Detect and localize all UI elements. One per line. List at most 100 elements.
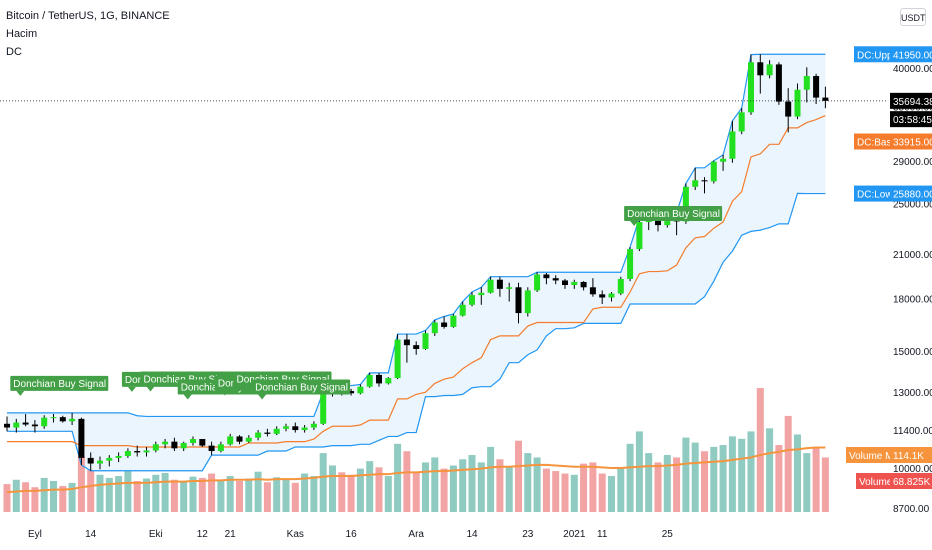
axis-tag-value-box (890, 92, 932, 109)
volume-bar (263, 482, 271, 512)
legend-donchian-indicator[interactable]: DC (6, 46, 22, 58)
candle-body (301, 427, 308, 431)
volume-bar (412, 471, 420, 512)
candle (589, 278, 596, 297)
candle-body (143, 450, 150, 453)
candle-body (97, 460, 103, 464)
candle-body (692, 180, 699, 187)
candle-body (190, 439, 196, 443)
volume-bar (291, 482, 299, 512)
volume-bar (198, 477, 206, 512)
volume-bar (710, 446, 718, 512)
price-axis-tick: 10000.00 (893, 464, 932, 475)
volume-bar (217, 479, 225, 512)
volume-bar (347, 474, 355, 512)
candle-body (310, 423, 317, 428)
candle (124, 448, 131, 458)
axis-tag-value-box (890, 111, 932, 128)
price-axis-tick: 8700.00 (893, 504, 930, 515)
buy-signal-pointer (183, 394, 192, 400)
candle-body (813, 76, 820, 98)
axis-tag-price: 35694.38 (890, 92, 932, 109)
candle (348, 388, 355, 396)
volume-bar (756, 388, 764, 512)
volume-bar (608, 476, 615, 512)
legend-volume-indicator[interactable]: Hacim (6, 28, 38, 40)
candle-body (348, 391, 355, 394)
time-axis-tick: 21 (225, 529, 237, 540)
volume-bar (180, 482, 188, 512)
candle-body (273, 428, 280, 434)
volume-bar (784, 415, 792, 512)
buy-signal-text: Donchian Buy Signal (255, 382, 348, 393)
volume-bar (440, 468, 448, 512)
candle-body (682, 186, 689, 222)
axis-tag-value: 03:58:45 (893, 115, 932, 126)
volume-bar (775, 445, 783, 512)
candle-body (199, 439, 206, 446)
buy-signal-pointer (220, 390, 229, 396)
volume-bar (22, 482, 30, 512)
currency-button[interactable]: USDT (900, 8, 926, 26)
candle-body (496, 279, 503, 289)
buy-signal-box (624, 206, 723, 222)
volume-bar (728, 436, 736, 512)
volume-bar (663, 454, 671, 512)
candle-body (599, 294, 606, 298)
candle (171, 437, 178, 452)
axis-tag-label: DC:Lower (857, 190, 902, 201)
candle-body (22, 422, 29, 425)
candle-body (366, 374, 373, 387)
legend-symbol[interactable]: Bitcoin / TetherUS, 1G, BINANCE (6, 10, 170, 22)
buy-signal-pointer (630, 221, 639, 227)
candle-body (441, 322, 448, 327)
candle-body (134, 451, 141, 453)
candle (478, 287, 485, 305)
volume-bar (552, 471, 560, 512)
candle (552, 275, 559, 285)
candle-body (469, 295, 475, 305)
volume-bar (682, 437, 690, 512)
candle (22, 414, 29, 427)
candle (292, 422, 299, 433)
candle-body (283, 426, 289, 429)
candle-body (617, 278, 624, 294)
candle (794, 83, 801, 120)
candle (701, 177, 708, 194)
volume-bar (375, 467, 383, 512)
volume-bar (384, 476, 392, 512)
candle (506, 282, 513, 302)
candle-body (162, 441, 169, 445)
axis-tag-value-box (890, 46, 932, 63)
price-axis-tick: 18000.00 (893, 294, 932, 305)
candle (106, 455, 113, 467)
time-axis-tick: 2021 (563, 529, 586, 540)
candle (441, 316, 448, 329)
volume-bar (738, 438, 746, 512)
volume-bar (747, 431, 755, 512)
volume-ma-line (6, 446, 826, 494)
candle-body (115, 455, 122, 458)
buy-signal-pointer (127, 386, 136, 392)
candle (366, 372, 373, 388)
candle-body (775, 64, 782, 102)
price-axis-tick: 21000.00 (893, 250, 932, 261)
volume-bar (87, 469, 95, 512)
volume-bar (170, 479, 178, 512)
volume-bar (273, 477, 281, 512)
time-axis-tick: 14 (466, 529, 478, 540)
candle-body (264, 432, 271, 434)
volume-bar (468, 454, 476, 512)
volume-bar (524, 453, 532, 512)
time-axis-tick: 25 (662, 529, 674, 540)
donchian-channel-fill (7, 54, 826, 471)
candle (785, 88, 792, 133)
time-axis-tick: Eki (149, 529, 163, 540)
candle (617, 276, 624, 296)
candle (236, 435, 243, 445)
candle (534, 272, 541, 292)
donchian-basis-line (7, 115, 826, 448)
candle (627, 247, 634, 282)
candle (738, 108, 745, 135)
